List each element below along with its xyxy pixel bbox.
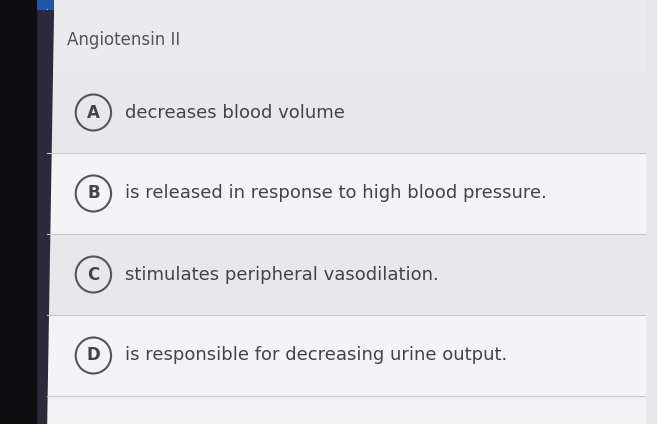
FancyBboxPatch shape xyxy=(37,0,47,424)
Circle shape xyxy=(76,338,111,374)
FancyBboxPatch shape xyxy=(47,0,646,424)
FancyBboxPatch shape xyxy=(37,0,646,10)
FancyBboxPatch shape xyxy=(0,0,37,424)
Text: stimulates peripheral vasodilation.: stimulates peripheral vasodilation. xyxy=(125,265,439,284)
Circle shape xyxy=(76,176,111,212)
Text: Angiotensin II: Angiotensin II xyxy=(67,31,180,49)
FancyBboxPatch shape xyxy=(47,234,646,315)
Text: decreases blood volume: decreases blood volume xyxy=(125,103,345,122)
Text: D: D xyxy=(87,346,101,365)
Text: is released in response to high blood pressure.: is released in response to high blood pr… xyxy=(125,184,547,203)
Polygon shape xyxy=(37,10,54,424)
Text: A: A xyxy=(87,103,100,122)
Circle shape xyxy=(76,257,111,293)
FancyBboxPatch shape xyxy=(47,153,646,234)
FancyBboxPatch shape xyxy=(47,315,646,396)
FancyBboxPatch shape xyxy=(47,72,646,153)
Circle shape xyxy=(76,95,111,131)
FancyBboxPatch shape xyxy=(47,0,646,72)
Text: is responsible for decreasing urine output.: is responsible for decreasing urine outp… xyxy=(125,346,507,365)
Text: C: C xyxy=(87,265,99,284)
Text: B: B xyxy=(87,184,100,203)
Polygon shape xyxy=(37,0,54,15)
